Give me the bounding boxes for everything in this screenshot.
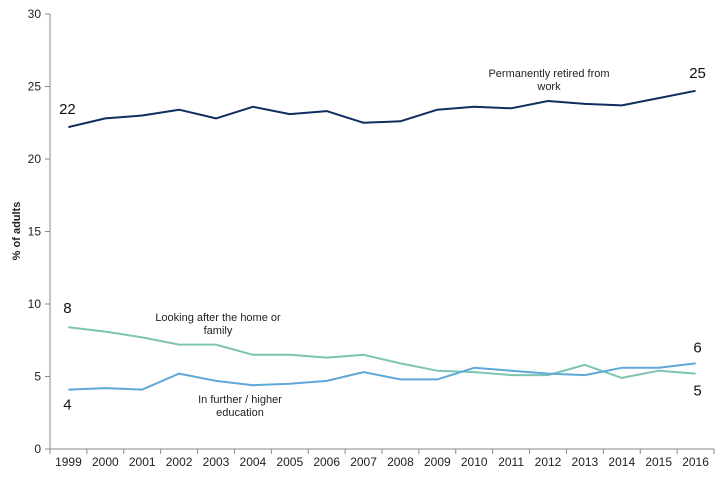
- x-tick-label: 2016: [682, 455, 709, 469]
- x-tick-label: 2007: [350, 455, 377, 469]
- series-start-label: 22: [59, 101, 76, 118]
- x-tick-label: 2013: [572, 455, 599, 469]
- series-annotation: Looking after the home or family: [155, 312, 281, 337]
- series-line-1: [68, 89, 696, 129]
- y-tick-label: 20: [28, 152, 42, 166]
- y-tick-label: 15: [28, 225, 42, 239]
- series-end-label: 25: [689, 65, 706, 82]
- x-tick-label: 2001: [129, 455, 156, 469]
- x-tick-label: 2002: [166, 455, 193, 469]
- series-end-labels: 22 25 8 5 4 6: [59, 65, 706, 414]
- y-tick-label: 5: [34, 370, 41, 384]
- series-end-label: 6: [693, 339, 701, 356]
- series-start-label: 8: [63, 300, 71, 317]
- x-tick-label: 2014: [608, 455, 635, 469]
- x-tick-label: 2005: [276, 455, 303, 469]
- x-tick-label: 2009: [424, 455, 451, 469]
- x-tick-label: 2006: [313, 455, 340, 469]
- y-tick-label: 25: [28, 80, 42, 94]
- y-tick-label: 10: [28, 297, 42, 311]
- y-tick-label: 30: [28, 7, 42, 21]
- y-axis-title: % of adults: [11, 202, 23, 261]
- series-annotation: In further / higher education: [198, 394, 282, 419]
- series-lines: [68, 89, 696, 391]
- x-tick-label: 2008: [387, 455, 414, 469]
- series-annotations: Permanently retired from work Looking afte…: [155, 68, 609, 419]
- x-axis: 1999 2000 2001 2002 2003 2004 2005 2006 2007 2008…: [49, 448, 715, 469]
- x-tick-label: 2003: [203, 455, 230, 469]
- y-tick-label: 0: [34, 442, 41, 456]
- series-line-2: [68, 326, 696, 379]
- x-tick-label: 2004: [240, 455, 267, 469]
- series-end-label: 5: [693, 383, 701, 400]
- series-start-label: 4: [63, 397, 71, 414]
- x-tick-label: 2015: [645, 455, 672, 469]
- y-axis: 0 5 10 15 20 25 30: [28, 7, 51, 456]
- x-tick-label: 2000: [92, 455, 119, 469]
- series-line-3: [68, 362, 696, 391]
- series-annotation: Permanently retired from work: [488, 68, 609, 93]
- x-tick-label: 2012: [535, 455, 562, 469]
- x-tick-label: 2011: [498, 455, 524, 469]
- x-tick-label: 2010: [461, 455, 488, 469]
- x-tick-label: 1999: [55, 455, 82, 469]
